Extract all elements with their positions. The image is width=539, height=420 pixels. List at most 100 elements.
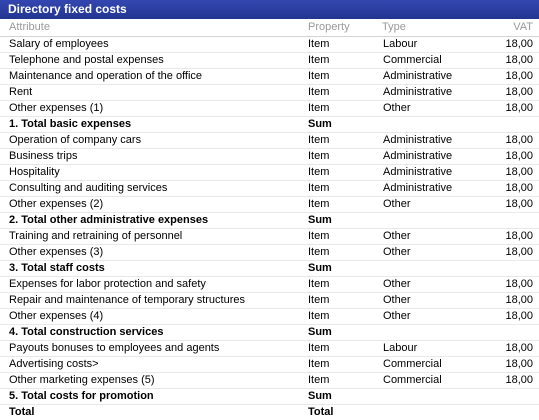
cell-attribute: Expenses for labor protection and safety (9, 278, 206, 290)
cell-vat: 18,00 (505, 150, 533, 162)
cell-attribute: Other marketing expenses (5) (9, 374, 155, 386)
cell-vat: 18,00 (505, 278, 533, 290)
table-body: Salary of employees Item Labour 18,00 Telep… (0, 37, 539, 420)
cell-type: Other (383, 198, 411, 210)
cell-attribute: Telephone and postal expenses (9, 54, 164, 66)
cell-attribute: Other expenses (4) (9, 310, 104, 322)
cell-type: Other (383, 230, 411, 242)
column-header-vat[interactable]: VAT (513, 21, 533, 33)
cell-property: Sum (308, 118, 332, 130)
cell-type: Other (383, 102, 411, 114)
table-row[interactable]: Expenses for labor protection and safety… (0, 277, 539, 293)
cell-type: Administrative (383, 182, 453, 194)
cell-vat (470, 261, 539, 276)
cell-attribute: Repair and maintenance of temporary stru… (9, 294, 246, 306)
cell-vat (470, 325, 539, 340)
cell-type (374, 325, 470, 340)
cell-property: Item (308, 374, 330, 386)
cell-property: Item (308, 230, 330, 242)
cell-property: Item (308, 278, 330, 290)
cell-type (374, 213, 470, 228)
cell-property: Total (308, 406, 334, 418)
table-row-subtotal[interactable]: 1. Total basic expenses Sum (0, 117, 539, 133)
cell-type: Other (383, 278, 411, 290)
cell-type: Administrative (383, 150, 453, 162)
cell-vat: 18,00 (505, 182, 533, 194)
table-row[interactable]: Rent Item Administrative 18,00 (0, 85, 539, 101)
table-row[interactable]: Operation of company cars Item Administrat… (0, 133, 539, 149)
table-header: Attribute Property Type VAT (0, 19, 539, 37)
cell-attribute: Advertising costs> (9, 358, 99, 370)
table-row[interactable]: Other expenses (1) Item Other 18,00 (0, 101, 539, 117)
cell-vat: 18,00 (505, 358, 533, 370)
cell-vat: 18,00 (505, 38, 533, 50)
cell-attribute: Other expenses (1) (9, 102, 104, 114)
cell-property: Sum (308, 262, 332, 274)
cell-type: Administrative (383, 70, 453, 82)
column-header-property[interactable]: Property (308, 21, 350, 33)
cell-vat: 18,00 (505, 86, 533, 98)
table-row[interactable]: Payouts bonuses to employees and agents I… (0, 341, 539, 357)
window-title: Directory fixed costs (0, 0, 539, 19)
cell-vat: 18,00 (505, 166, 533, 178)
table-row[interactable]: Salary of employees Item Labour 18,00 (0, 37, 539, 53)
table-row[interactable]: Business trips Item Administrative 18,00 (0, 149, 539, 165)
cell-vat: 18,00 (505, 198, 533, 210)
cell-property: Item (308, 134, 330, 146)
table-row-grand-total[interactable]: Total Total (0, 405, 539, 420)
table-row[interactable]: Other expenses (3) Item Other 18,00 (0, 245, 539, 261)
cell-vat: 18,00 (505, 102, 533, 114)
cell-vat: 18,00 (505, 54, 533, 66)
cell-type: Commercial (383, 54, 442, 66)
table-row-subtotal[interactable]: 3. Total staff costs Sum (0, 261, 539, 277)
cell-vat: 18,00 (505, 342, 533, 354)
cell-property: Item (308, 38, 330, 50)
cell-attribute: 5. Total costs for promotion (9, 390, 154, 402)
cell-property: Item (308, 182, 330, 194)
cell-property: Item (308, 166, 330, 178)
column-header-attribute[interactable]: Attribute (9, 21, 50, 33)
cell-attribute: Payouts bonuses to employees and agents (9, 342, 220, 354)
table-row[interactable]: Maintenance and operation of the office I… (0, 69, 539, 85)
cell-attribute: 4. Total construction services (9, 326, 164, 338)
table-row[interactable]: Consulting and auditing services Item Admi… (0, 181, 539, 197)
cell-property: Item (308, 342, 330, 354)
table-row[interactable]: Repair and maintenance of temporary stru… (0, 293, 539, 309)
cell-attribute: Operation of company cars (9, 134, 142, 146)
cell-property: Sum (308, 214, 332, 226)
cell-attribute: 2. Total other administrative expenses (9, 214, 209, 226)
table-row-subtotal[interactable]: 2. Total other administrative expenses Su… (0, 213, 539, 229)
table-row[interactable]: Advertising costs> Item Commercial 18,00 (0, 357, 539, 373)
cell-type: Labour (383, 38, 418, 50)
cell-type: Labour (383, 342, 418, 354)
cell-property: Item (308, 198, 330, 210)
cell-vat: 18,00 (505, 134, 533, 146)
table-row[interactable]: Other expenses (4) Item Other 18,00 (0, 309, 539, 325)
cell-vat: 18,00 (505, 70, 533, 82)
table-row-subtotal[interactable]: 5. Total costs for promotion Sum (0, 389, 539, 405)
cell-type (374, 405, 470, 420)
table-row[interactable]: Telephone and postal expenses Item Commerc… (0, 53, 539, 69)
cell-type: Other (383, 310, 411, 322)
cell-vat (470, 389, 539, 404)
cell-attribute: Business trips (9, 150, 78, 162)
cell-type: Administrative (383, 166, 453, 178)
table-row[interactable]: Other marketing expenses (5) Item Commerci… (0, 373, 539, 389)
cell-vat (470, 405, 539, 420)
table-row[interactable]: Other expenses (2) Item Other 18,00 (0, 197, 539, 213)
cell-attribute: Total (9, 406, 35, 418)
table-row-subtotal[interactable]: 4. Total construction services Sum (0, 325, 539, 341)
cell-attribute: Rent (9, 86, 33, 98)
cell-property: Item (308, 310, 330, 322)
table-row[interactable]: Hospitality Item Administrative 18,00 (0, 165, 539, 181)
cell-property: Item (308, 54, 330, 66)
cell-vat: 18,00 (505, 246, 533, 258)
cell-property: Item (308, 102, 330, 114)
cell-attribute: Training and retraining of personnel (9, 230, 183, 242)
cell-attribute: 3. Total staff costs (9, 262, 105, 274)
cell-property: Item (308, 150, 330, 162)
table-row[interactable]: Training and retraining of personnel Item… (0, 229, 539, 245)
cell-property: Item (308, 358, 330, 370)
column-header-type[interactable]: Type (382, 21, 406, 33)
cell-vat (470, 213, 539, 228)
